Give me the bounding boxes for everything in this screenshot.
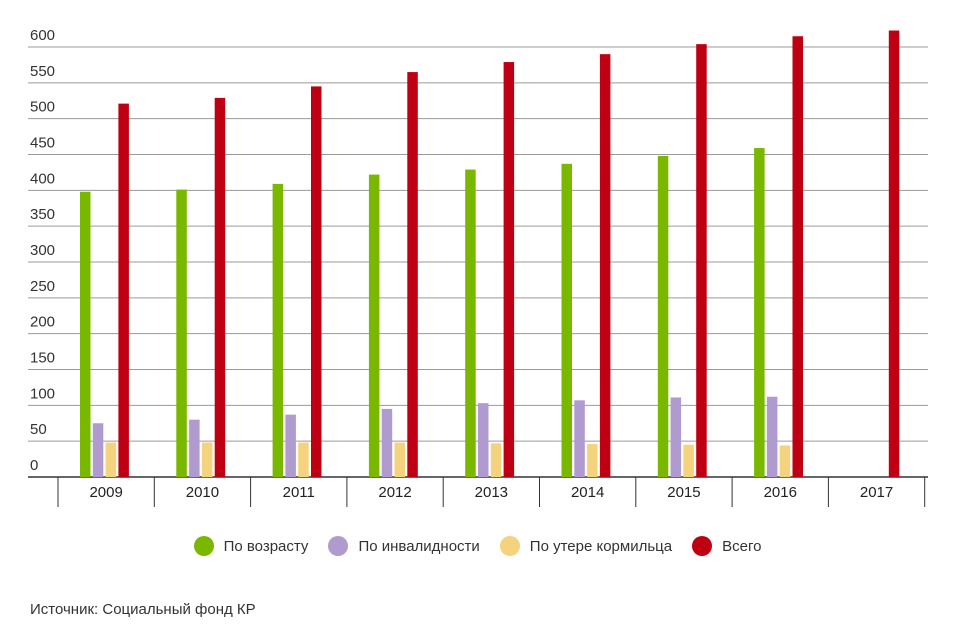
bar-disability [670,397,682,477]
bar-total [407,72,418,477]
y-tick-label: 200 [30,314,55,331]
bar-total [792,36,803,477]
bar-age [465,169,476,478]
bar-disability [92,423,104,477]
legend-item-total: Всего [692,536,761,556]
legend-item-disability: По инвалидности [328,536,480,556]
legend-swatch-age [193,536,214,556]
bar-age [657,155,669,477]
x-tick-label: 2015 [667,484,700,501]
bar-chart: 0 50 100 150 200 250 300 350 400 450 500 550 600 2009… [28,27,928,507]
y-tick-label: 50 [30,421,47,438]
y-tick-label: 450 [30,135,55,152]
bar-survivor [490,443,502,477]
bar-disability [189,419,200,477]
legend-item-survivor: По утере кормильца [499,536,673,556]
y-tick-label: 600 [30,27,55,44]
bar-total [599,54,611,478]
bar-total [118,103,129,477]
bar-disability [381,408,393,477]
legend-swatch-disability [328,536,349,556]
y-tick-label: 300 [30,242,55,259]
bar-age [561,163,572,478]
y-tick-label: 250 [30,278,55,295]
bar-survivor [587,444,598,477]
legend-label-total: Всего [722,537,762,555]
x-tick-label: 2013 [475,484,508,501]
bar-total [503,62,515,478]
bar-survivor [298,442,309,477]
bar-age [272,183,284,477]
y-tick-label: 400 [30,170,55,187]
bar-disability [285,414,296,477]
x-tick-label: 2009 [89,484,122,501]
bar-disability [574,400,585,477]
x-tick-label: 2017 [860,484,893,501]
legend-swatch-total [692,536,713,556]
legend-swatch-survivor [499,536,520,556]
bar-total [696,44,707,478]
bar-survivor [394,442,405,477]
y-tick-label: 550 [30,63,55,80]
y-tick-label: 500 [30,99,55,116]
x-tick-label: 2016 [764,484,797,501]
legend-label-survivor: По утере кормильца [529,537,673,555]
bar-survivor [683,444,694,477]
legend-label-age: По возрасту [223,537,309,555]
bar-total [214,97,226,477]
bar-total [311,86,322,478]
x-tick-label: 2010 [186,484,219,501]
x-tick-label: 2011 [283,484,315,501]
y-tick-label: 100 [30,385,55,402]
y-tick-label: 150 [30,350,55,367]
bar-age [754,148,765,478]
legend-label-disability: По инвалидности [358,537,480,555]
bar-total [888,30,900,478]
x-tick-label: 2012 [378,484,411,501]
bar-age [176,189,187,477]
bar-survivor [201,442,213,477]
legend-item-age: По возрасту [193,536,309,556]
source-note: Источник: Социальный фонд КР [30,601,256,618]
legend: По возрасту По инвалидности По утере кор… [0,536,955,556]
bar-age [80,191,91,477]
bar-age [368,174,380,478]
bar-survivor [779,445,791,477]
x-tick-label: 2014 [571,484,604,501]
bar-survivor [105,442,117,477]
y-tick-label: 350 [30,206,55,223]
bar-disability [478,403,489,477]
bar-disability [766,396,778,477]
y-tick-label: 0 [30,457,38,474]
